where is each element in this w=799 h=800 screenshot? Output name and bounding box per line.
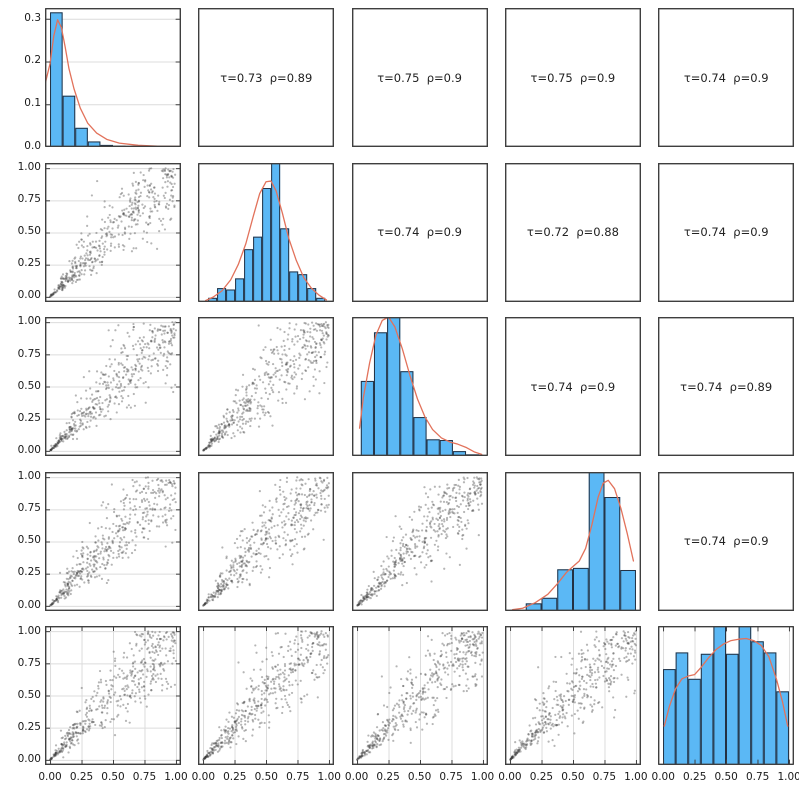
correlation-panel-r3c5: [658, 317, 795, 457]
diagonal-histogram-panel-3: [351, 317, 488, 457]
x-tick-label: 0.75: [592, 771, 617, 783]
x-tick-label: 1.00: [777, 771, 799, 783]
x-tick-label: 0.00: [344, 771, 369, 783]
correlation-panel-r1c4: [504, 8, 641, 147]
y-tick-label: 0.00: [17, 444, 41, 457]
scatter-panel-r5c2: [198, 626, 335, 766]
correlation-cell-r1c2: τ=0.73 ρ=0.89: [198, 8, 334, 147]
correlation-cell-r1c5: τ=0.74 ρ=0.9: [658, 8, 794, 147]
scatter-panel-r4c1: [45, 471, 181, 611]
diagonal-histogram-panel-4: [504, 471, 641, 611]
x-tick-label: 0.50: [561, 771, 585, 783]
y-tick-label: 0.00: [17, 289, 41, 302]
x-tick-label: 0.75: [132, 771, 157, 783]
y-tick-label: 0.25: [17, 411, 41, 424]
correlation-annotation: τ=0.74 ρ=0.9: [377, 225, 462, 240]
scatter-panel-r3c1: [45, 317, 181, 457]
y-tick-label: 0.75: [17, 347, 41, 360]
x-tick-label: 0.00: [191, 771, 216, 783]
x-tick-label: 1.00: [317, 771, 341, 783]
y-tick-label: 1.00: [17, 160, 41, 173]
correlation-cell-r2c5: τ=0.74 ρ=0.9: [658, 163, 794, 302]
x-tick-label: 0.25: [69, 771, 94, 783]
y-tick-label: 1.00: [17, 315, 41, 328]
correlation-annotation: τ=0.75 ρ=0.9: [377, 70, 462, 85]
correlation-annotation: τ=0.74 ρ=0.89: [680, 379, 773, 394]
x-tick-label: 0.50: [407, 771, 432, 783]
x-tick-label: 0.75: [439, 771, 463, 783]
correlation-panel-r2c5: [658, 162, 795, 302]
correlation-panel-r1c5: [658, 8, 795, 147]
y-tick-label: 0.25: [17, 721, 41, 734]
x-tick-label: 0.25: [529, 771, 554, 783]
correlation-annotation: τ=0.74 ρ=0.9: [683, 70, 769, 85]
correlation-cell-r1c4: τ=0.75 ρ=0.9: [505, 8, 641, 147]
y-tick-label: 0.00: [17, 753, 41, 766]
correlation-cell-r1c3: τ=0.75 ρ=0.9: [352, 8, 488, 147]
correlation-annotation: τ=0.75 ρ=0.9: [530, 70, 616, 85]
scatter-panel-r2c1: [45, 162, 181, 302]
y-tick-label: 0.50: [17, 225, 41, 238]
scatter-panel-r3c2: [198, 317, 335, 457]
correlation-cell-r2c3: τ=0.74 ρ=0.9: [352, 163, 488, 302]
correlation-panel-r4c5: [658, 471, 795, 611]
scatter-panel-r5c1: [45, 626, 181, 766]
x-tick-label: 0.50: [101, 771, 125, 783]
diagonal-histogram-panel-2: [198, 162, 335, 302]
correlation-cell-r3c4: τ=0.74 ρ=0.9: [505, 317, 641, 456]
x-tick-label: 0.00: [651, 771, 675, 783]
scatter-panel-r4c3: [351, 471, 488, 611]
y-tick-label: 0.25: [17, 257, 41, 270]
x-tick-label: 0.50: [254, 771, 278, 783]
correlation-annotation: τ=0.74 ρ=0.9: [530, 379, 616, 394]
y-tick-label: 0.50: [17, 379, 41, 392]
x-tick-label: 0.50: [714, 771, 738, 783]
correlation-panel-r1c3: [351, 8, 488, 147]
y-tick-label: 0.50: [17, 534, 41, 547]
scatter-panel-r5c3: [351, 626, 488, 766]
y-tick-label: 0.25: [17, 566, 41, 579]
correlation-annotation: τ=0.74 ρ=0.9: [683, 534, 769, 549]
x-tick-label: 1.00: [164, 771, 188, 783]
y-tick-label: 0.75: [17, 502, 41, 515]
x-tick-label: 0.25: [376, 771, 400, 783]
correlation-panel-r3c4: [504, 317, 641, 457]
y-tick-label: 0.3: [24, 11, 41, 24]
y-tick-label: 0.50: [17, 688, 41, 701]
correlation-annotation: τ=0.74 ρ=0.9: [683, 225, 769, 240]
x-tick-label: 1.00: [624, 771, 648, 783]
y-tick-label: 0.75: [17, 656, 41, 669]
correlation-panel-r1c2: [198, 8, 335, 147]
scatter-panel-r4c2: [198, 471, 335, 611]
y-tick-label: 0.1: [24, 97, 41, 110]
diagonal-histogram-panel-1: [45, 8, 181, 147]
x-tick-label: 1.00: [470, 771, 495, 783]
x-tick-label: 0.00: [38, 771, 62, 783]
scatter-panel-r5c4: [504, 626, 641, 766]
y-tick-label: 0.0: [24, 140, 41, 152]
y-tick-label: 1.00: [17, 469, 41, 482]
y-tick-label: 1.00: [17, 624, 41, 637]
y-tick-label: 0.00: [17, 598, 41, 611]
x-tick-label: 0.25: [223, 771, 247, 783]
x-tick-label: 0.00: [498, 771, 522, 783]
x-tick-label: 0.25: [683, 771, 707, 783]
correlation-cell-r4c5: τ=0.74 ρ=0.9: [658, 472, 794, 611]
y-tick-label: 0.2: [24, 54, 41, 67]
correlation-annotation: τ=0.72 ρ=0.88: [526, 225, 619, 240]
y-tick-label: 0.75: [17, 192, 41, 205]
correlation-cell-r2c4: τ=0.72 ρ=0.88: [505, 163, 641, 302]
diagonal-histogram-panel-5: [658, 626, 795, 766]
correlation-cell-r3c5: τ=0.74 ρ=0.89: [658, 317, 794, 456]
correlation-annotation: τ=0.73 ρ=0.89: [220, 70, 313, 85]
correlation-panel-r2c4: [504, 162, 641, 302]
correlation-panel-r2c3: [351, 162, 488, 302]
x-tick-label: 0.75: [745, 771, 770, 783]
x-tick-label: 0.75: [286, 771, 310, 783]
